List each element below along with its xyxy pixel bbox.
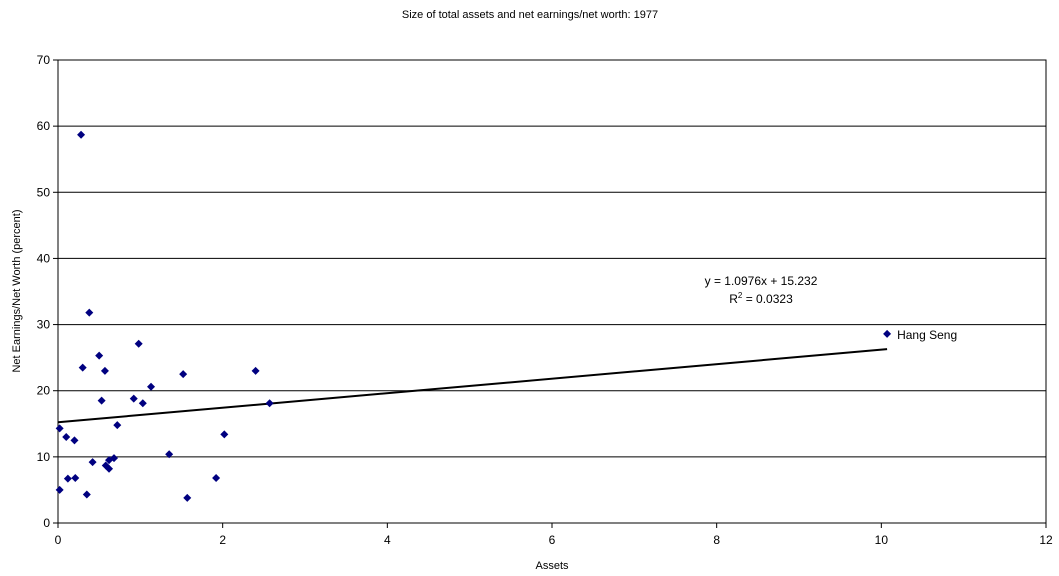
data-point — [212, 474, 221, 483]
data-point — [147, 382, 156, 391]
data-point — [129, 394, 138, 403]
data-point — [62, 433, 71, 442]
y-tick-label: 40 — [37, 251, 51, 265]
x-tick-label: 10 — [875, 533, 889, 547]
x-tick-label: 2 — [219, 533, 226, 547]
x-tick-label: 6 — [549, 533, 556, 547]
x-tick-label: 0 — [55, 533, 62, 547]
data-point — [97, 396, 106, 405]
data-point — [105, 456, 114, 465]
x-axis-label: Assets — [535, 560, 569, 572]
y-tick-label: 10 — [37, 450, 51, 464]
plot-area — [57, 59, 1047, 524]
data-point — [55, 424, 64, 433]
y-tick-label: 0 — [43, 516, 50, 530]
r-squared-value: = 0.0323 — [742, 292, 793, 306]
data-point — [138, 399, 147, 408]
data-point — [179, 370, 188, 379]
x-tick-label: 8 — [713, 533, 720, 547]
y-axis-label: Net Earnings/Net Worth (percent) — [11, 209, 23, 372]
data-point — [88, 458, 97, 467]
data-point — [85, 308, 94, 317]
data-points — [55, 130, 892, 502]
data-point — [82, 490, 91, 499]
data-point — [78, 363, 87, 372]
data-point — [251, 366, 260, 375]
y-axis: 0 10 20 30 40 50 60 70 — [37, 53, 58, 530]
x-axis: 0 2 4 6 8 10 12 — [55, 523, 1053, 547]
data-point — [95, 351, 104, 360]
data-point — [77, 130, 86, 139]
y-tick-label: 60 — [37, 119, 51, 133]
data-point — [100, 366, 109, 375]
data-point — [71, 474, 80, 483]
r-squared-prefix: R — [729, 292, 738, 306]
y-tick-label: 30 — [37, 318, 51, 332]
x-tick-label: 12 — [1039, 533, 1053, 547]
data-point — [113, 421, 122, 430]
data-point — [165, 450, 174, 459]
data-point — [55, 485, 64, 494]
point-annotation: Hang Seng — [897, 328, 957, 342]
data-point — [183, 493, 192, 502]
data-point — [220, 430, 229, 439]
trendline-r-squared: R2 = 0.0323 — [729, 291, 793, 306]
trendline-equation: y = 1.0976x + 15.232 — [705, 274, 818, 288]
data-point — [70, 436, 79, 445]
y-tick-label: 70 — [37, 53, 51, 67]
annotations: Hang Seng — [897, 328, 957, 342]
trendline — [57, 348, 888, 424]
data-point — [105, 464, 114, 473]
data-point — [134, 339, 143, 348]
data-point — [63, 474, 72, 483]
horizontal-gridlines — [58, 125, 1046, 458]
r-squared-superscript: 2 — [738, 291, 743, 300]
data-point — [265, 399, 274, 408]
y-tick-label: 20 — [37, 384, 51, 398]
y-tick-label: 50 — [37, 185, 51, 199]
chart-title: Size of total assets and net earnings/ne… — [402, 9, 658, 21]
x-tick-label: 4 — [384, 533, 391, 547]
data-point — [883, 329, 892, 338]
